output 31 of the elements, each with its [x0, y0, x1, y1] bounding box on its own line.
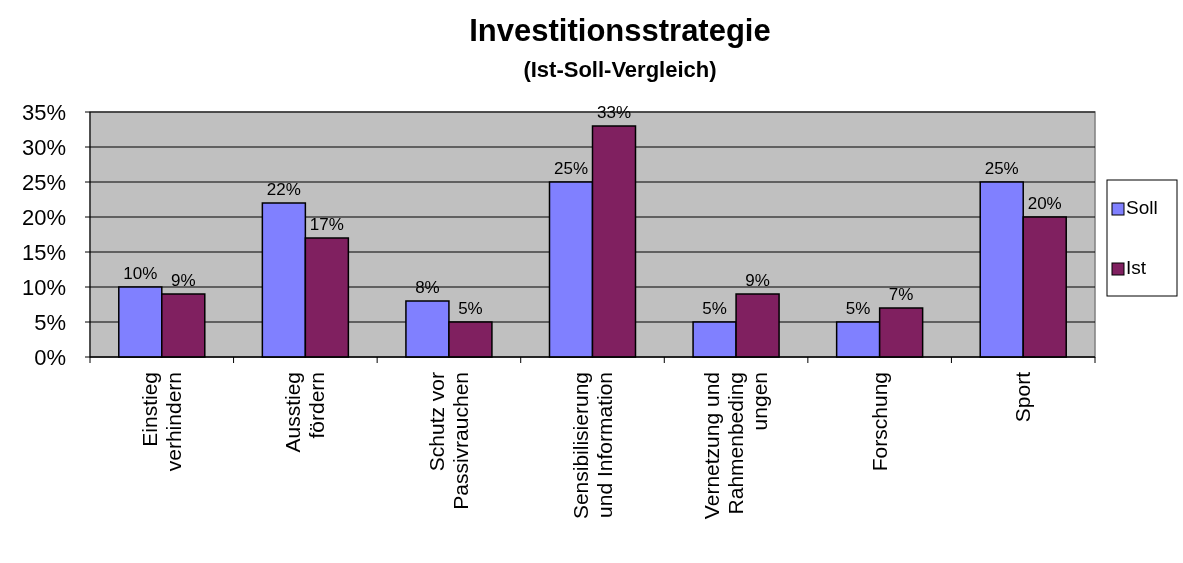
- data-label: 7%: [888, 285, 914, 304]
- y-tick-label: 15%: [21, 239, 66, 265]
- y-tick-label: 10%: [21, 274, 66, 300]
- x-tick-label: Sensibilisierung und Information: [568, 372, 616, 520]
- data-label: 22%: [266, 180, 301, 199]
- y-tick-label: 5%: [34, 309, 66, 335]
- chart-subtitle: (Ist-Soll-Vergleich): [523, 57, 717, 82]
- data-label: 9%: [745, 271, 770, 290]
- data-label: 5%: [702, 299, 727, 318]
- y-tick-label: 20%: [21, 204, 66, 230]
- data-label: 8%: [415, 278, 440, 297]
- data-label: 5%: [845, 299, 871, 318]
- legend-label: Ist: [1126, 257, 1147, 278]
- legend-label: Soll: [1126, 197, 1158, 218]
- y-tick-label: 35%: [21, 99, 66, 125]
- x-tick-label: Forschung: [867, 372, 891, 472]
- y-tick-label: 0%: [34, 344, 66, 370]
- data-label: 20%: [1027, 194, 1062, 213]
- y-tick-label: 25%: [21, 169, 66, 195]
- y-tick-label: 30%: [21, 134, 66, 160]
- chart-title: Investitionsstrategie: [469, 13, 771, 48]
- x-tick-label: Ausstieg fördern: [281, 372, 329, 453]
- x-tick-label: Vernetzung und Rahmenbeding ungen: [700, 372, 772, 520]
- data-label: 9%: [171, 271, 196, 290]
- data-label: 25%: [984, 159, 1019, 178]
- x-tick-label: Sport: [1011, 371, 1035, 423]
- x-tick-label: Einstieg verhindern: [137, 372, 185, 472]
- data-label: 17%: [309, 215, 344, 234]
- data-label: 10%: [123, 264, 158, 283]
- data-label: 25%: [553, 159, 589, 178]
- data-label: 5%: [458, 299, 483, 318]
